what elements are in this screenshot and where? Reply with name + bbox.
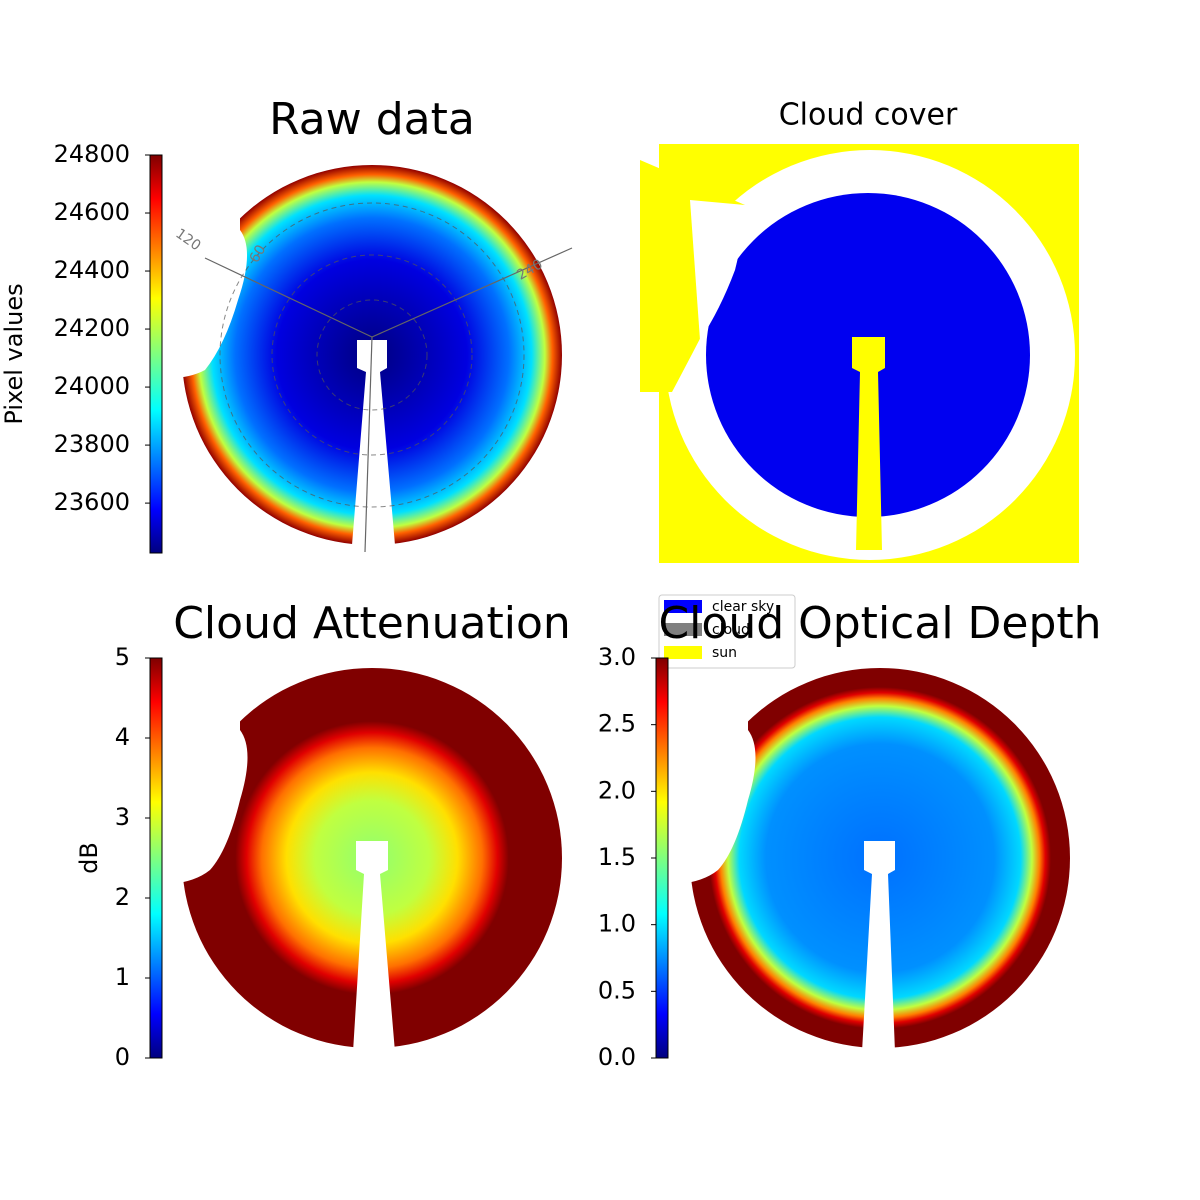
colorbar-tick-label: 2.0 — [598, 776, 636, 804]
panel-title: Raw data — [269, 94, 475, 145]
colorbar-tick-label: 24800 — [54, 140, 130, 168]
colorbar-label: dB — [75, 842, 103, 874]
colorbar-tick-label: 23600 — [54, 488, 130, 516]
legend-swatch — [664, 600, 702, 613]
panel-title: Cloud cover — [779, 98, 958, 133]
colorbar-tick-label: 23800 — [54, 430, 130, 458]
legend-swatch — [664, 646, 702, 659]
cloud-cover-image — [640, 144, 1079, 563]
legend: clear sky cloud sun — [658, 594, 796, 669]
colorbar-label: Pixel values — [0, 283, 28, 424]
angle-label: 60 — [247, 242, 270, 265]
colorbar-tick-label: 0.0 — [598, 1043, 636, 1071]
legend-label: clear sky — [712, 599, 774, 615]
colorbar-tick-label: 0 — [115, 1043, 130, 1071]
colorbar-tick-label: 1.0 — [598, 910, 636, 938]
colorbar-tick-label: 1 — [115, 963, 130, 991]
panel-title: Cloud Attenuation — [173, 598, 571, 649]
colorbar-tick-label: 0.5 — [598, 976, 636, 1004]
colorbar-tick-label: 4 — [115, 723, 130, 751]
colorbar-tick-label: 24000 — [54, 372, 130, 400]
legend-label: sun — [712, 645, 737, 661]
cod-image — [660, 650, 1070, 1052]
raw-image — [150, 150, 573, 553]
legend-swatch — [664, 623, 702, 636]
legend-label: cloud — [712, 622, 750, 638]
colorbar — [149, 154, 163, 554]
colorbar-tick-label: 24600 — [54, 198, 130, 226]
colorbar-tick-label: 1.5 — [598, 843, 636, 871]
colorbar-tick-label: 5 — [115, 643, 130, 671]
colorbar-tick-label: 3 — [115, 803, 130, 831]
panel-title: Cloud Optical Depth — [658, 598, 1101, 649]
colorbar — [655, 657, 669, 1059]
colorbar-tick-label: 24400 — [54, 256, 130, 284]
colorbar-tick-label: 2 — [115, 883, 130, 911]
colorbar-tick-label: 24200 — [54, 314, 130, 342]
attenuation-image — [150, 650, 562, 1052]
colorbar — [149, 657, 163, 1059]
colorbar-tick-label: 3.0 — [598, 643, 636, 671]
colorbar-tick-label: 2.5 — [598, 710, 636, 738]
